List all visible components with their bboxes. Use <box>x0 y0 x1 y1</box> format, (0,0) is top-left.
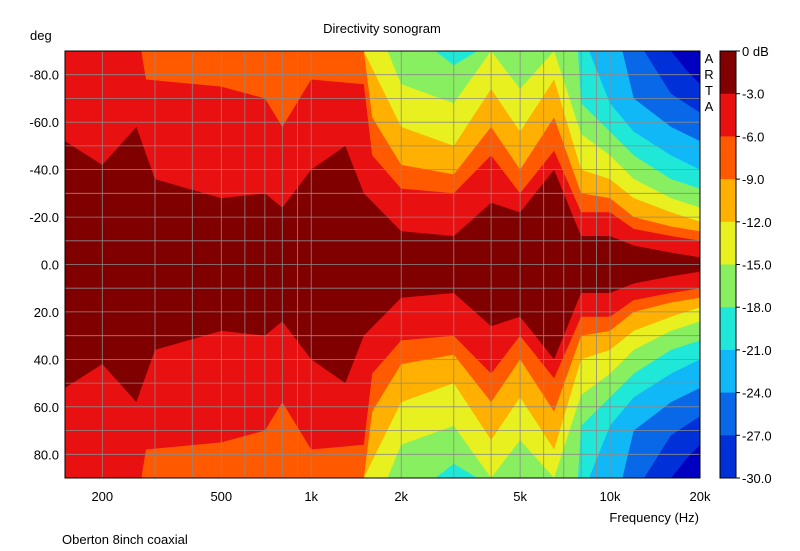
y-tick-label: -80.0 <box>29 68 59 83</box>
footnote: Oberton 8inch coaxial <box>62 532 188 547</box>
y-axis-label: deg <box>30 28 52 43</box>
x-tick-label: 2k <box>394 489 408 504</box>
colorbar-label: -21.0 <box>742 343 772 358</box>
colorbar-label: -15.0 <box>742 258 772 273</box>
colorbar-swatch <box>720 136 736 180</box>
colorbar-label: -9.0 <box>742 172 764 187</box>
grid <box>64 51 701 478</box>
chart-title: Directivity sonogram <box>323 21 441 36</box>
y-tick-label: 0.0 <box>41 258 59 273</box>
colorbar-label: 0 dB <box>742 44 769 59</box>
x-ticks: 200 500 1k 2k 5k 10k 20k <box>91 489 711 504</box>
colorbar-label: -3.0 <box>742 87 764 102</box>
colorbar-swatch <box>720 221 736 265</box>
colorbar-swatch <box>720 264 736 308</box>
colorbar-swatch <box>720 435 736 479</box>
colorbar-swatch <box>720 307 736 351</box>
colorbar-swatch <box>720 349 736 394</box>
y-tick-label: 60.0 <box>34 400 59 415</box>
colorbar-label: -30.0 <box>742 471 772 486</box>
colorbar-swatch <box>720 93 736 137</box>
colorbar: 0 dB -3.0 -6.0 -9.0 -12.0 -15.0 -18.0 -21.0 -24.… <box>719 44 772 486</box>
x-tick-label: 20k <box>690 489 711 504</box>
colorbar-swatch <box>720 51 736 95</box>
y-tick-label: 80.0 <box>34 447 59 462</box>
y-tick-label: -60.0 <box>29 115 59 130</box>
watermark-letter: T <box>705 83 713 98</box>
band-240-db <box>65 51 700 478</box>
plot-frame <box>64 50 701 479</box>
colorbar-label: -24.0 <box>742 386 772 401</box>
x-axis-label: Frequency (Hz) <box>609 510 699 525</box>
x-tick-label: 200 <box>91 489 113 504</box>
colorbar-label: -27.0 <box>742 428 772 443</box>
y-tick-label: 40.0 <box>34 352 59 367</box>
colorbar-label: -12.0 <box>742 215 772 230</box>
watermark-letter: R <box>704 67 713 82</box>
colorbar-label: -6.0 <box>742 129 764 144</box>
x-tick-label: 1k <box>304 489 318 504</box>
x-tick-label: 10k <box>600 489 621 504</box>
colorbar-swatch <box>720 392 736 436</box>
band-60-db <box>65 51 700 478</box>
x-tick-label: 5k <box>513 489 527 504</box>
y-tick-label: -40.0 <box>29 163 59 178</box>
y-tick-label: -20.0 <box>29 210 59 225</box>
x-tick-label: 500 <box>210 489 232 504</box>
watermark-letter: A <box>705 99 714 114</box>
y-ticks: -80.0 -60.0 -40.0 -20.0 0.0 20.0 40.0 60.0 80.0 <box>29 68 59 463</box>
colorbar-swatch <box>720 179 736 223</box>
y-tick-label: 20.0 <box>34 305 59 320</box>
colorbar-label: -18.0 <box>742 300 772 315</box>
watermark-letter: A <box>705 51 714 66</box>
